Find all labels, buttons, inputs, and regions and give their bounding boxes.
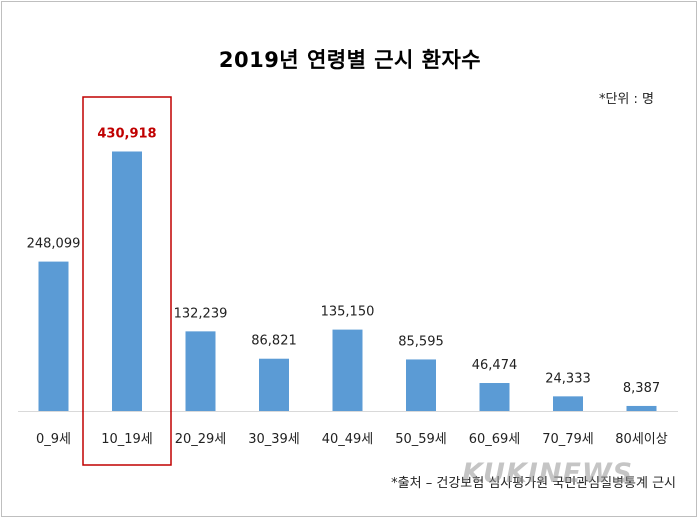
bar-2 [185, 331, 216, 411]
data-label-2: 132,239 [174, 306, 228, 321]
bar-8 [626, 405, 657, 411]
bar-6 [479, 383, 510, 411]
highlight-box [82, 96, 172, 466]
data-label-6: 46,474 [472, 358, 518, 373]
x-tick-label-3: 30_39세 [248, 432, 300, 447]
source-note: *출처 – 건강보험 심사평가원 국민관심질병통계 근시 [391, 476, 676, 491]
data-label-1: 430,918 [97, 126, 156, 141]
data-label-7: 24,333 [545, 371, 591, 386]
x-tick-label-7: 70_79세 [542, 432, 594, 447]
bar-4 [332, 329, 363, 411]
bar-1 [112, 151, 142, 411]
bar-0 [38, 261, 69, 411]
x-tick-label-2: 20_29세 [175, 432, 227, 447]
x-tick-label-5: 50_59세 [395, 432, 447, 447]
x-tick-label-1: 10_19세 [101, 432, 153, 447]
x-tick-label-0: 0_9세 [36, 432, 71, 447]
bar-7 [553, 396, 583, 411]
x-tick-label-4: 40_49세 [322, 432, 374, 447]
data-label-0: 248,099 [27, 237, 81, 252]
data-label-3: 86,821 [251, 334, 297, 349]
watermark-logo: KUKINEWS [462, 458, 634, 489]
bar-5 [406, 359, 436, 411]
unit-note: *단위 : 명 [598, 92, 654, 107]
data-label-4: 135,150 [321, 305, 375, 320]
data-label-5: 85,595 [398, 334, 444, 349]
x-tick-label-6: 60_69세 [469, 432, 521, 447]
chart-title: 2019년 연령별 근시 환자수 [218, 48, 482, 72]
bar-3 [259, 358, 289, 411]
x-tick-label-8: 80세이상 [615, 432, 667, 447]
data-label-8: 8,387 [623, 381, 660, 396]
